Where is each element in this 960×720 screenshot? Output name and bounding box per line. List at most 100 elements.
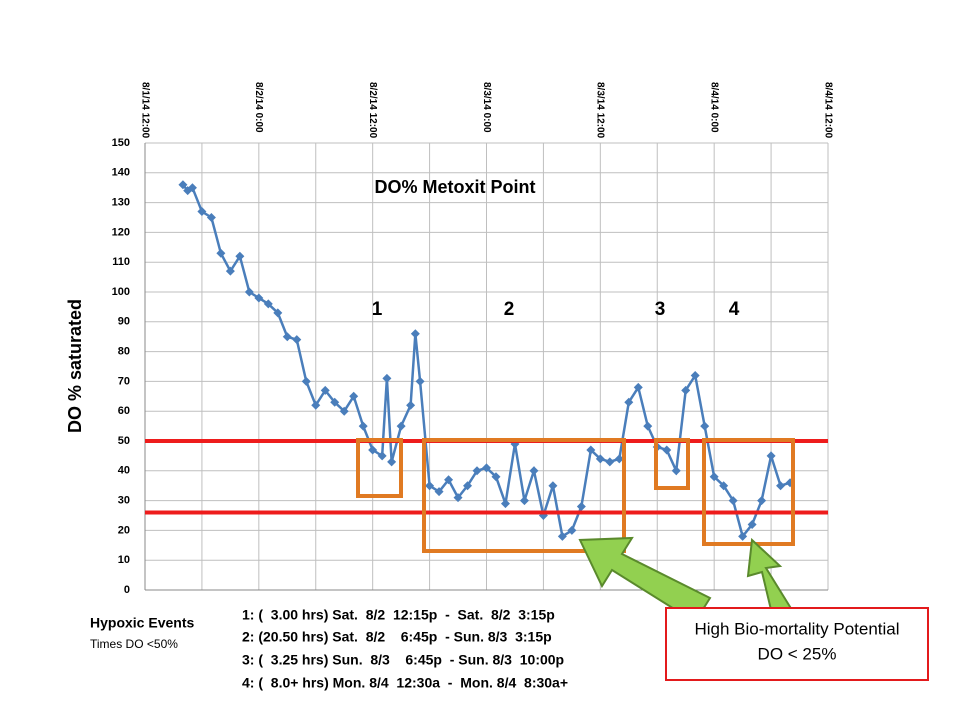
data-point bbox=[700, 421, 710, 431]
data-point bbox=[519, 496, 529, 506]
y-tick-label: 100 bbox=[112, 286, 130, 298]
y-tick-label: 60 bbox=[118, 405, 130, 417]
data-point bbox=[633, 382, 643, 392]
callout-text: DO < 25% bbox=[758, 644, 837, 663]
data-point bbox=[529, 466, 539, 476]
arrow bbox=[746, 537, 794, 616]
data-point bbox=[444, 475, 454, 485]
data-point bbox=[681, 385, 691, 395]
data-point bbox=[709, 472, 719, 482]
y-tick-label: 10 bbox=[118, 554, 130, 566]
event-box bbox=[702, 438, 795, 546]
data-point bbox=[406, 400, 416, 410]
data-point bbox=[472, 466, 482, 476]
event-note: 1: ( 3.00 hrs) Sat. 8/2 12:15p - Sat. 8/… bbox=[242, 607, 555, 623]
data-point bbox=[254, 293, 264, 303]
data-point bbox=[410, 329, 420, 339]
chart-title: DO% Metoxit Point bbox=[375, 177, 536, 197]
x-tick-label: 8/4/14 0:00 bbox=[709, 82, 720, 133]
data-point bbox=[719, 481, 729, 491]
event-boxes bbox=[356, 438, 795, 553]
data-point bbox=[387, 457, 397, 467]
data-point bbox=[235, 251, 245, 261]
data-point bbox=[643, 421, 653, 431]
data-point bbox=[377, 451, 387, 461]
data-line bbox=[181, 183, 791, 540]
data-point bbox=[339, 406, 349, 416]
y-tick-label: 20 bbox=[118, 524, 130, 536]
y-tick-label: 50 bbox=[118, 435, 130, 447]
data-point bbox=[747, 519, 757, 529]
data-point bbox=[396, 421, 406, 431]
y-tick-label: 90 bbox=[118, 316, 130, 328]
y-tick-label: 80 bbox=[118, 346, 130, 358]
data-point bbox=[605, 457, 615, 467]
data-point bbox=[662, 445, 672, 455]
event-note: 4: ( 8.0+ hrs) Mon. 8/4 12:30a - Mon. 8/… bbox=[242, 675, 568, 691]
y-tick-label: 120 bbox=[112, 226, 130, 238]
y-tick-label: 40 bbox=[118, 465, 130, 477]
event-label: 4 bbox=[729, 299, 740, 320]
y-tick-label: 110 bbox=[112, 256, 130, 268]
data-point bbox=[453, 493, 463, 503]
event-label: 2 bbox=[504, 299, 515, 320]
event-note: 2: (20.50 hrs) Sat. 8/2 6:45p - Sun. 8/3… bbox=[242, 629, 552, 645]
data-point bbox=[595, 454, 605, 464]
y-tick-label: 70 bbox=[118, 375, 130, 387]
data-point bbox=[282, 332, 292, 342]
y-tick-label: 130 bbox=[112, 197, 130, 209]
notes-heading: Hypoxic Events bbox=[90, 615, 194, 631]
x-tick-label: 8/3/14 12:00 bbox=[595, 82, 606, 139]
data-point bbox=[548, 481, 558, 491]
data-point bbox=[368, 445, 378, 455]
data-point bbox=[500, 499, 510, 509]
y-tick-label: 0 bbox=[124, 584, 130, 596]
notes-subheading: Times DO <50% bbox=[90, 637, 178, 651]
data-point bbox=[301, 376, 311, 386]
data-point bbox=[567, 525, 577, 535]
data-point bbox=[187, 183, 197, 193]
data-point bbox=[690, 370, 700, 380]
data-point bbox=[482, 463, 491, 473]
data-point bbox=[382, 373, 392, 383]
data-point bbox=[311, 400, 321, 410]
y-tick-label: 30 bbox=[118, 495, 130, 507]
event-box bbox=[356, 438, 403, 498]
data-point bbox=[273, 308, 283, 318]
data-point bbox=[263, 299, 273, 309]
data-point bbox=[491, 472, 501, 482]
data-point bbox=[614, 454, 624, 464]
data-point bbox=[728, 496, 738, 506]
data-point bbox=[738, 531, 748, 541]
event-box bbox=[654, 438, 690, 490]
callout-text: High Bio-mortality Potential bbox=[694, 619, 899, 638]
data-point bbox=[671, 466, 681, 476]
data-point bbox=[624, 397, 634, 407]
data-point bbox=[463, 481, 473, 491]
data-point bbox=[330, 397, 340, 407]
data-point bbox=[415, 376, 425, 386]
event-labels: 1 2 3 4 bbox=[372, 299, 740, 320]
data-point bbox=[320, 385, 330, 395]
data-point bbox=[244, 287, 254, 297]
data-point bbox=[358, 421, 368, 431]
data-point bbox=[349, 391, 359, 401]
event-box bbox=[422, 438, 626, 553]
event-label: 1 bbox=[372, 299, 383, 320]
data-point bbox=[197, 207, 207, 217]
x-tick-label: 8/2/14 0:00 bbox=[253, 82, 264, 133]
x-tick-label: 8/3/14 0:00 bbox=[481, 82, 492, 133]
grid: 0 10 20 30 40 50 60 70 80 90 100 110 120 130 140 150 8/1… bbox=[112, 82, 834, 596]
data-point bbox=[776, 481, 786, 491]
data-point bbox=[557, 531, 567, 541]
data-point bbox=[586, 445, 596, 455]
y-axis-label: DO % saturated bbox=[65, 299, 85, 433]
data-point bbox=[766, 451, 776, 461]
y-tick-label: 140 bbox=[112, 167, 130, 179]
y-tick-label: 150 bbox=[112, 137, 130, 149]
data-point bbox=[178, 180, 188, 190]
data-point bbox=[292, 335, 302, 345]
callout-box bbox=[665, 607, 929, 681]
data-point bbox=[425, 481, 435, 491]
